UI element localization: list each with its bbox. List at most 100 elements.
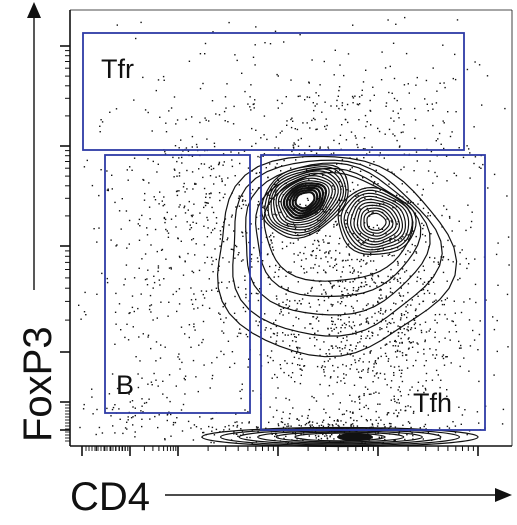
event-dot [282, 314, 284, 316]
event-dot [415, 84, 417, 86]
event-dot [410, 426, 412, 429]
event-dot [357, 184, 359, 186]
event-dot [255, 320, 257, 322]
event-dot [266, 355, 269, 357]
event-dot [329, 209, 331, 211]
event-dot [275, 189, 277, 191]
event-dot [374, 312, 376, 315]
event-dot [263, 205, 265, 207]
event-dot [184, 393, 186, 395]
event-dot [319, 249, 321, 251]
event-dot [466, 145, 468, 147]
event-dot [250, 109, 252, 111]
event-dot [427, 170, 430, 172]
event-dot [263, 115, 266, 117]
event-dot [228, 261, 230, 263]
event-dot [175, 290, 178, 293]
event-dot [275, 319, 277, 321]
event-dot [281, 241, 284, 243]
event-dot [300, 425, 302, 427]
event-dot [352, 412, 354, 414]
event-dot [149, 418, 151, 420]
event-dot [208, 193, 211, 195]
event-dot [144, 253, 147, 255]
y-axis-label-group: FoxP3 [16, 326, 60, 442]
event-dot [403, 124, 405, 126]
event-dot [362, 148, 365, 150]
event-dot [300, 265, 302, 268]
event-dot [270, 240, 272, 242]
event-dot [359, 260, 361, 263]
event-dot [400, 375, 402, 378]
gate-label-b: B [116, 370, 135, 400]
event-dot [202, 338, 204, 341]
event-dot [379, 328, 381, 331]
event-dot [357, 275, 360, 277]
event-dot [224, 96, 227, 98]
event-dot [336, 105, 338, 107]
event-dot [310, 254, 312, 256]
event-dot [420, 396, 422, 399]
event-dot [248, 421, 250, 423]
event-dot [333, 420, 335, 422]
event-dot [344, 305, 347, 307]
event-dot [397, 273, 400, 275]
event-dot [224, 193, 226, 195]
event-dot [393, 97, 396, 100]
event-dot [257, 426, 259, 429]
event-dot [358, 398, 361, 400]
event-dot [381, 255, 384, 257]
event-dot [178, 175, 181, 177]
event-dot [191, 239, 193, 241]
event-dot [391, 221, 393, 223]
event-dot [417, 351, 419, 353]
event-dot [215, 217, 218, 219]
event-dot [183, 377, 185, 380]
event-dot [405, 269, 408, 272]
event-dot [143, 199, 146, 201]
event-dot [366, 284, 368, 286]
event-dot [251, 266, 253, 268]
event-dot [116, 244, 118, 246]
event-dot [319, 383, 321, 386]
event-dot [82, 408, 85, 410]
event-dot [379, 403, 381, 405]
event-dot [342, 266, 345, 268]
event-dot [379, 189, 381, 191]
event-dot [146, 284, 149, 286]
event-dot [357, 288, 360, 291]
event-dot [378, 392, 380, 394]
event-dot [413, 259, 415, 261]
event-dot [272, 332, 275, 335]
event-dot [405, 52, 408, 55]
event-dot [307, 422, 310, 424]
event-dot [365, 345, 368, 348]
event-dot [450, 362, 452, 364]
event-dot [331, 320, 333, 322]
event-dot [380, 289, 382, 291]
event-dot [337, 95, 339, 97]
event-dot [179, 256, 181, 259]
event-dot [406, 304, 409, 306]
event-dot [389, 291, 392, 293]
event-dot [447, 111, 449, 113]
event-dot [111, 373, 114, 375]
event-dot [282, 332, 284, 334]
event-dot [361, 370, 363, 372]
event-dot [132, 416, 134, 418]
event-dot [352, 287, 355, 289]
event-dot [181, 430, 184, 432]
event-dot [280, 311, 282, 313]
event-dot [383, 203, 385, 205]
event-dot [125, 210, 128, 212]
event-dot [371, 279, 374, 281]
event-dot [397, 332, 400, 334]
event-dot [454, 431, 457, 434]
event-dot [388, 253, 391, 255]
event-dot [394, 400, 396, 403]
event-dot [414, 245, 416, 247]
event-dot [241, 200, 244, 202]
event-dot [227, 177, 229, 179]
event-dot [152, 319, 154, 321]
event-dot [118, 408, 120, 410]
